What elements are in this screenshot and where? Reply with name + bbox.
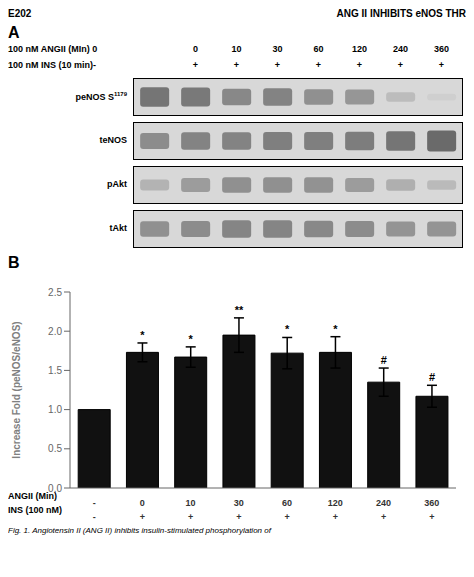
html-text:pAkt: pAkt	[107, 179, 127, 189]
svg-text:60: 60	[282, 498, 292, 508]
svg-text:+: +	[236, 512, 241, 522]
html-text:ANGII (Min): ANGII (Min)	[8, 491, 57, 501]
html-text:100 nM INS (10 min)-: 100 nM INS (10 min)-	[8, 60, 96, 70]
html-text:E202: E202	[8, 8, 32, 19]
svg-text:+: +	[429, 512, 434, 522]
svg-text:2.5: 2.5	[48, 287, 62, 298]
svg-text:2.0: 2.0	[48, 326, 62, 337]
html-text:10: 10	[231, 44, 242, 54]
html-text:teNOS: teNOS	[99, 135, 127, 145]
svg-text:10: 10	[186, 498, 196, 508]
html-text:peNOS S1179: peNOS S1179	[75, 91, 127, 102]
svg-text:120: 120	[328, 498, 343, 508]
svg-text:*: *	[333, 323, 338, 335]
svg-text:-: -	[93, 512, 96, 522]
svg-text:*: *	[140, 329, 145, 341]
svg-text:+: +	[333, 512, 338, 522]
svg-text:*: *	[189, 333, 194, 345]
svg-text:#: #	[429, 371, 435, 383]
html-text:100 nM ANGII (MIn) 0: 100 nM ANGII (MIn) 0	[8, 44, 98, 54]
svg-text:#: #	[381, 354, 387, 366]
html-text:Fig. 1. Angiotensin II (ANG II: Fig. 1. Angiotensin II (ANG II) inhibits…	[8, 526, 271, 535]
svg-text:+: +	[140, 512, 145, 522]
html-text:240: 240	[393, 44, 408, 54]
html-text:INS (100 nM): INS (100 nM)	[8, 505, 62, 515]
svg-text:0.5: 0.5	[48, 443, 62, 454]
svg-text:+: +	[381, 512, 386, 522]
html-text:ANG II INHIBITS eNOS THR: ANG II INHIBITS eNOS THR	[336, 8, 466, 19]
svg-text:-: -	[93, 498, 96, 508]
html-text:60: 60	[313, 44, 324, 54]
svg-text:+: +	[188, 512, 193, 522]
svg-text:360: 360	[424, 498, 439, 508]
html-text:360: 360	[434, 44, 449, 54]
html-text:30: 30	[272, 44, 283, 54]
html-text:B: B	[8, 254, 20, 271]
svg-text:240: 240	[376, 498, 391, 508]
html-text:0: 0	[193, 44, 198, 54]
svg-text:0: 0	[140, 498, 145, 508]
html-text:tAkt: tAkt	[109, 223, 127, 233]
svg-text:0.0: 0.0	[48, 482, 62, 494]
svg-text:*: *	[285, 323, 290, 335]
svg-text:30: 30	[234, 498, 244, 508]
svg-text:+: +	[284, 512, 289, 522]
svg-text:1.5: 1.5	[48, 365, 62, 376]
html-text:120: 120	[352, 44, 367, 54]
svg-text:Increase Fold (peNOS/eNOS): Increase Fold (peNOS/eNOS)	[11, 321, 22, 458]
svg-text:1.0: 1.0	[48, 404, 62, 415]
svg-text:**: **	[235, 304, 244, 316]
html-text:A: A	[8, 24, 20, 41]
